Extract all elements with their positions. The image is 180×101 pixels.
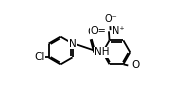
Text: O=: O=: [90, 26, 106, 36]
Text: Cl: Cl: [34, 52, 45, 62]
Text: N⁺: N⁺: [112, 26, 125, 36]
Text: O⁻: O⁻: [104, 14, 117, 24]
Text: N: N: [69, 39, 76, 49]
Text: O: O: [88, 27, 96, 37]
Text: NH: NH: [94, 47, 110, 57]
Text: O: O: [131, 60, 139, 70]
